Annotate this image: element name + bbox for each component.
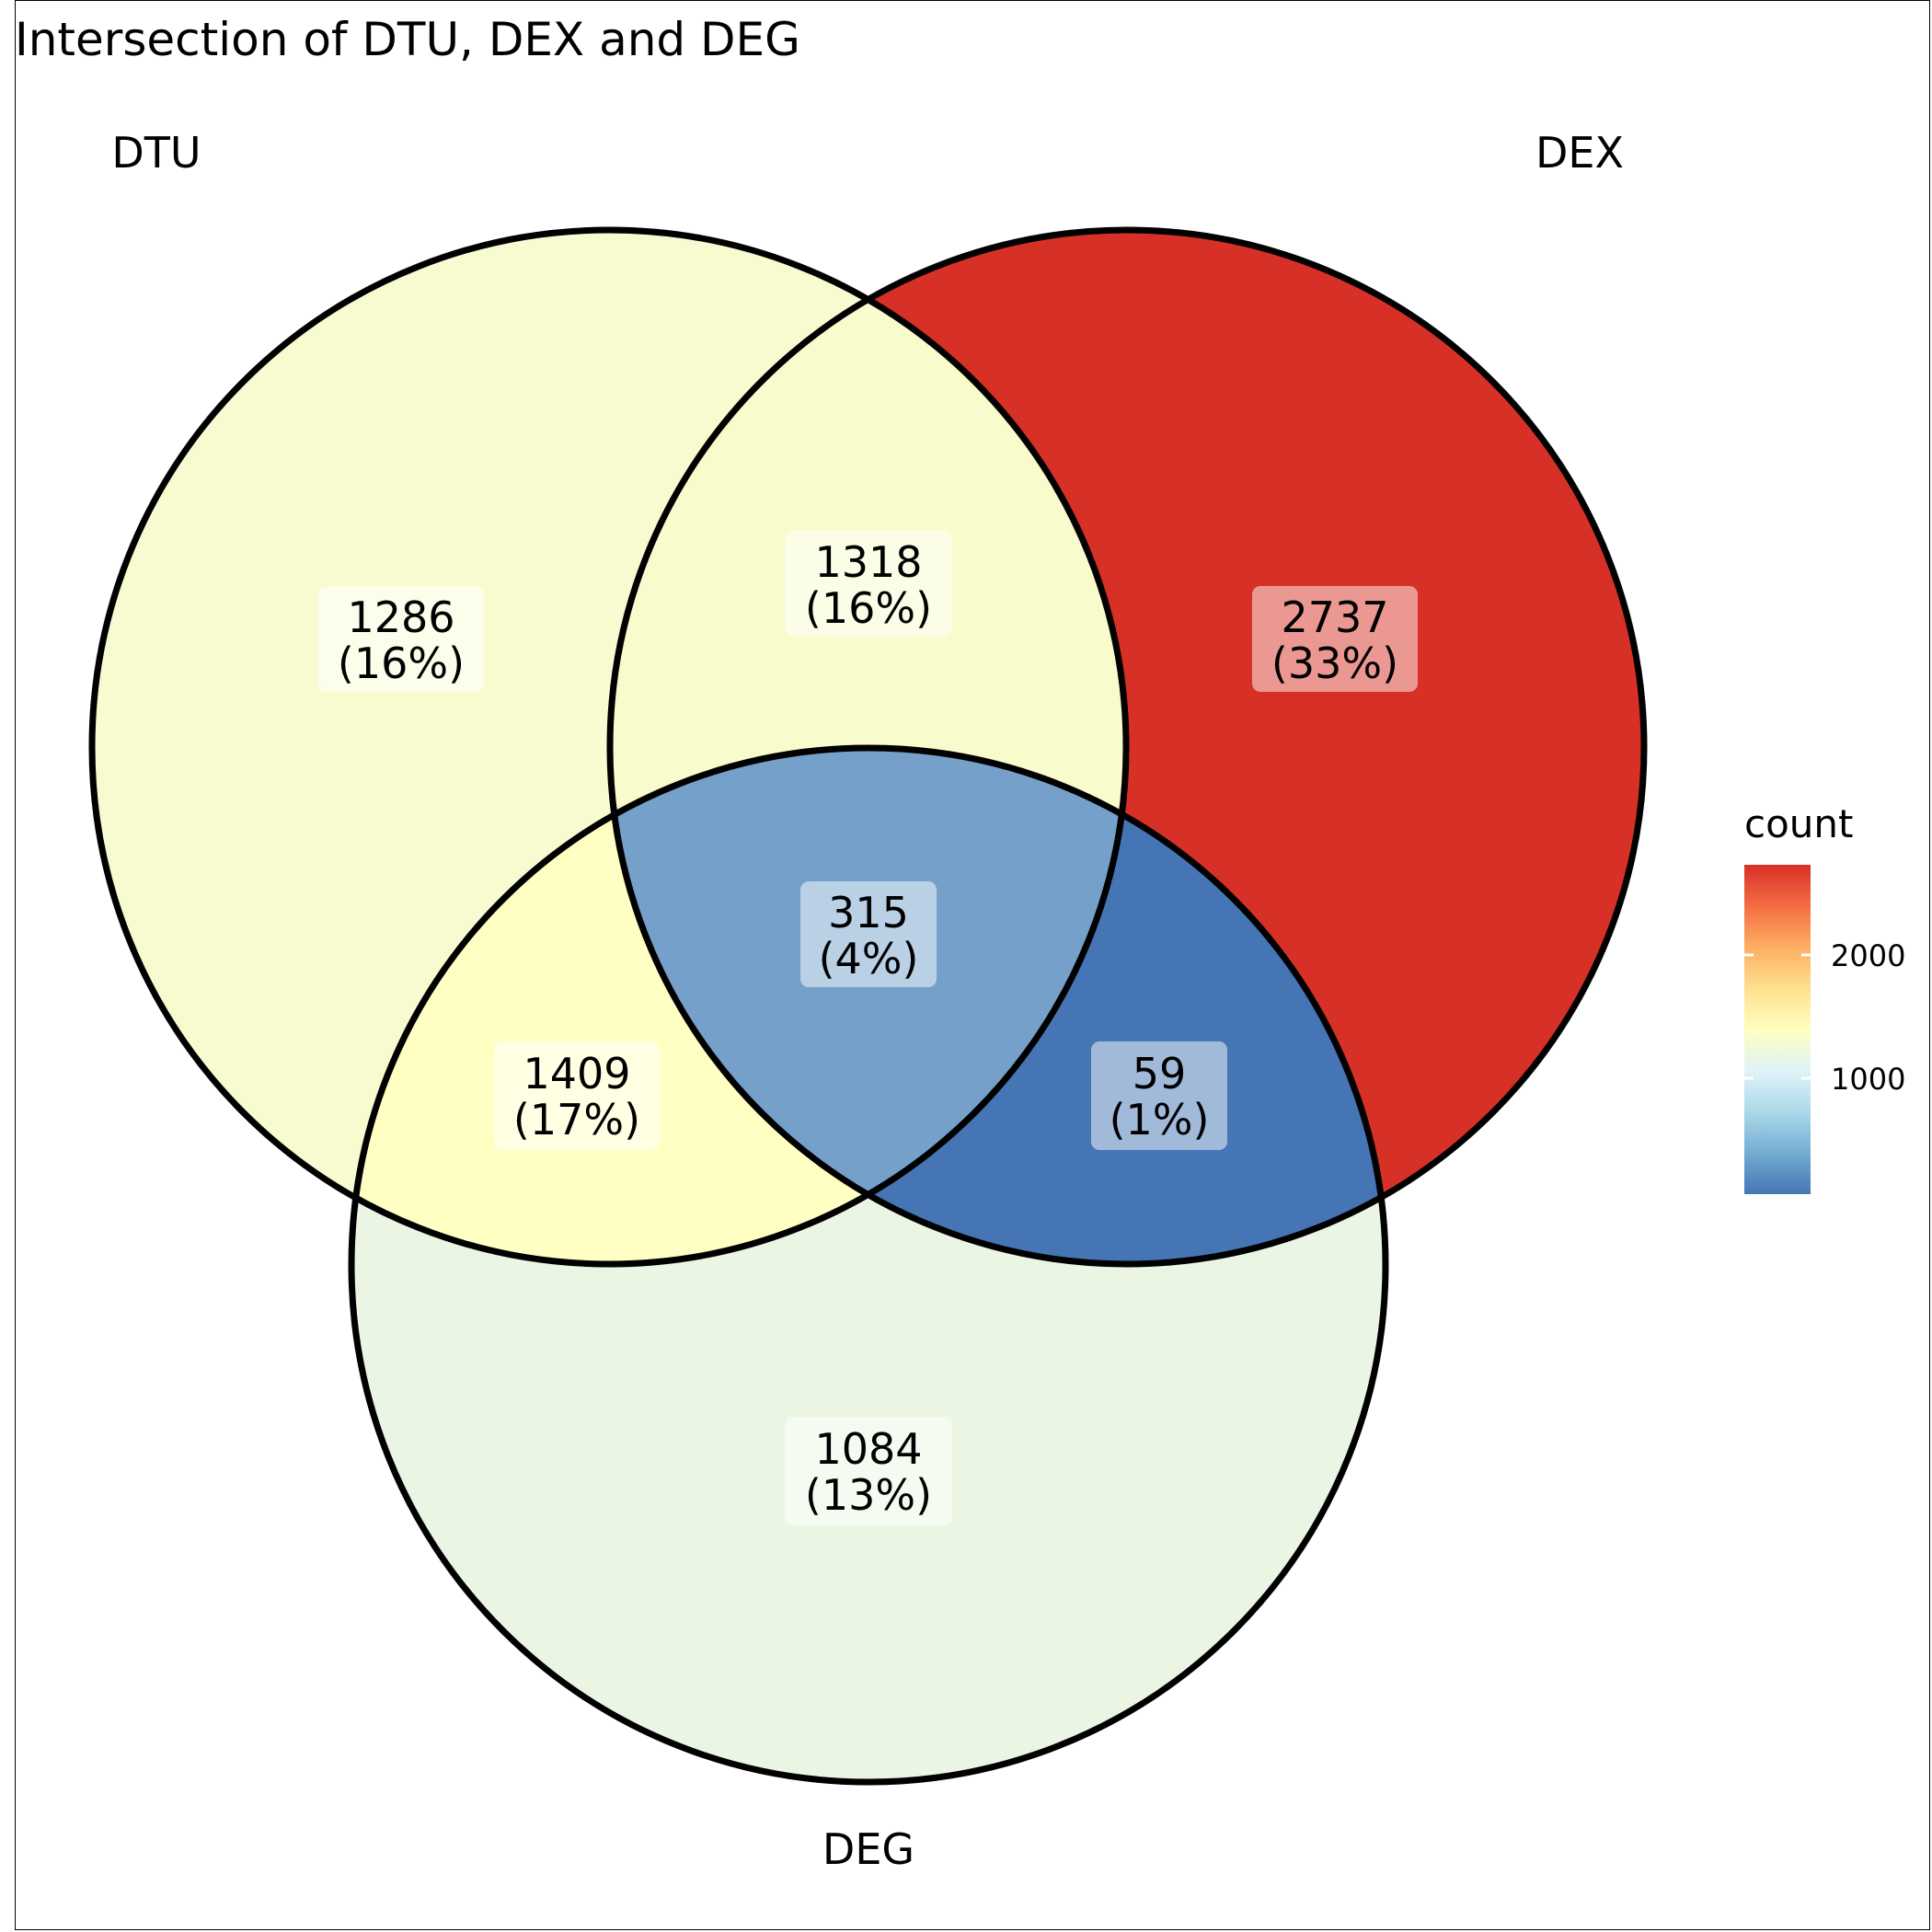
dex-circle-outline <box>606 226 1648 1268</box>
set-label-deg: DEG <box>822 1824 914 1874</box>
percent-deg-only: (13%) <box>805 1470 932 1520</box>
percent-dtu-deg: (17%) <box>513 1095 640 1144</box>
label-box-dex-only <box>1252 586 1418 692</box>
count-dtu-only: 1286 <box>347 592 454 642</box>
count-dtu-deg: 1409 <box>523 1049 630 1098</box>
set-label-dtu: DTU <box>111 128 201 178</box>
count-dex-deg: 59 <box>1133 1049 1187 1098</box>
count-dtu-dex: 1318 <box>814 537 922 587</box>
plot-frame <box>15 0 1930 1930</box>
count-all-three: 315 <box>828 888 909 937</box>
count-dex-only: 2737 <box>1281 592 1388 642</box>
region-dtu-deg <box>351 748 1126 1264</box>
dtu-circle-outline <box>88 226 1130 1268</box>
region-labels: 1286 (16%) 1318 (16%) 2737 (33%) 315 (4%… <box>338 537 1398 1520</box>
percent-dtu-only: (16%) <box>338 638 465 688</box>
set-label-dex: DEX <box>1535 128 1624 178</box>
label-box-dtu-only <box>318 586 484 692</box>
label-box-deg-only <box>785 1417 952 1525</box>
legend-colorbar <box>1744 865 1811 1194</box>
region-label-boxes <box>318 531 1418 1525</box>
chart-title: Intersection of DTU, DEX and DEG <box>15 13 800 66</box>
percent-dex-deg: (1%) <box>1110 1095 1210 1144</box>
deg-circle-outline <box>348 744 1389 1786</box>
legend-tick-1000: 1000 <box>1831 1062 1905 1097</box>
legend-tick-2000: 2000 <box>1831 938 1905 973</box>
region-dex-deg <box>610 748 1386 1264</box>
label-box-dtu-dex <box>785 531 952 637</box>
label-box-all-three <box>800 881 937 987</box>
label-box-dex-deg <box>1091 1041 1227 1150</box>
venn-regions <box>92 230 1644 1782</box>
count-deg-only: 1084 <box>814 1424 922 1474</box>
percent-dtu-dex: (16%) <box>805 583 932 633</box>
percent-all-three: (4%) <box>819 934 919 983</box>
venn-outlines <box>88 226 1648 1786</box>
legend: count 2000 1000 <box>1744 801 1905 1194</box>
percent-dex-only: (33%) <box>1271 638 1398 688</box>
legend-title: count <box>1744 801 1854 846</box>
label-box-dtu-deg <box>494 1041 660 1150</box>
